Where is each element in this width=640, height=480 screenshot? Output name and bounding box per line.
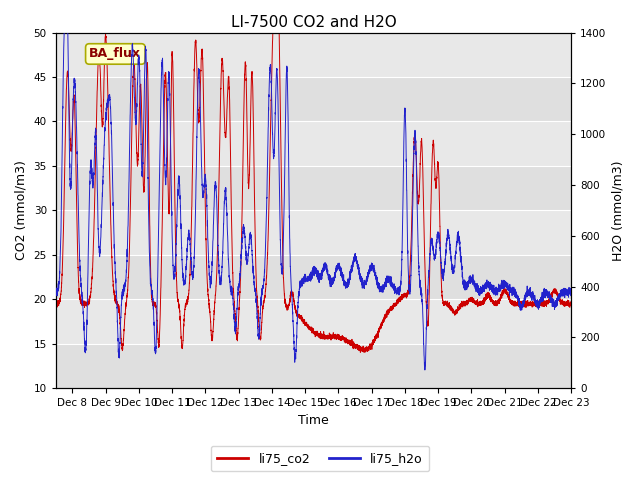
Title: LI-7500 CO2 and H2O: LI-7500 CO2 and H2O [230,15,396,30]
Bar [56,344,571,388]
Text: BA_flux: BA_flux [90,48,141,60]
Bar [56,166,571,210]
Bar [56,255,571,300]
Y-axis label: CO2 (mmol/m3): CO2 (mmol/m3) [15,160,28,260]
Y-axis label: H2O (mmol/m3): H2O (mmol/m3) [612,160,625,261]
X-axis label: Time: Time [298,414,329,427]
Legend: li75_co2, li75_h2o: li75_co2, li75_h2o [211,446,429,471]
Bar [56,77,571,121]
